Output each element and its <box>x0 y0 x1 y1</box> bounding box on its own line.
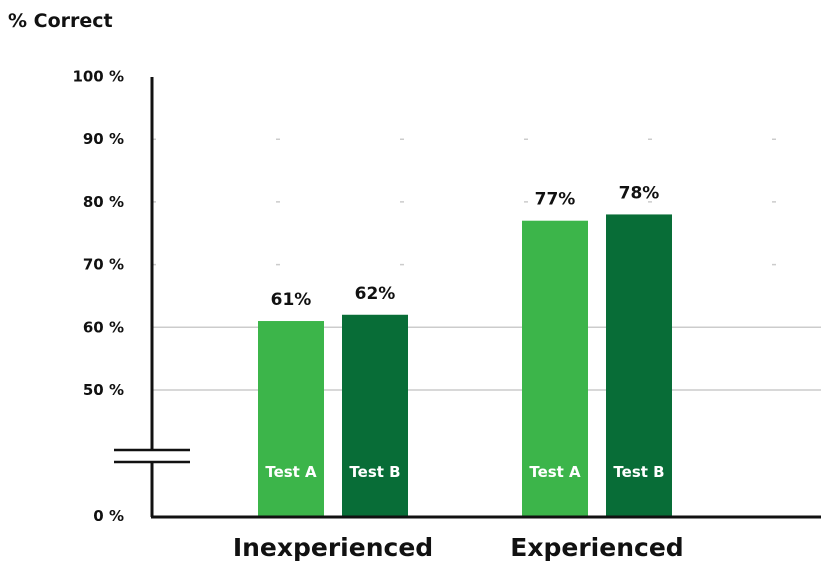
y-tick-label: 50 % <box>83 381 124 399</box>
y-axis-ticks: 0 % 50 % 60 % 70 % 80 % 90 % 100 % <box>72 68 124 526</box>
axes <box>114 77 821 519</box>
bar <box>258 321 324 516</box>
bar-series-label: Test A <box>265 463 317 481</box>
bar-series-label: Test B <box>349 463 400 481</box>
x-axis-categories: Inexperienced Experienced <box>233 533 684 562</box>
y-tick-label: 80 % <box>83 193 124 211</box>
bar <box>606 214 672 516</box>
y-tick-label: 100 % <box>72 68 124 86</box>
data-label: 77% <box>535 190 576 210</box>
y-tick-label: 0 % <box>93 507 124 525</box>
data-label: 78% <box>619 183 660 203</box>
bar-series-label: Test B <box>613 463 664 481</box>
x-category-label: Inexperienced <box>233 533 433 562</box>
gridlines <box>152 138 821 391</box>
y-tick-label: 90 % <box>83 130 124 148</box>
bar-series-label: Test A <box>529 463 581 481</box>
data-label: 61% <box>271 290 312 310</box>
x-category-label: Experienced <box>510 533 683 562</box>
y-tick-label: 60 % <box>83 318 124 336</box>
bar <box>522 220 588 516</box>
bars <box>258 214 672 516</box>
chart-title: % Correct <box>8 10 113 32</box>
data-label: 62% <box>355 284 396 304</box>
y-tick-label: 70 % <box>83 256 124 274</box>
data-labels: 61% Test A 62% Test B 77% Test A 78% Test B <box>265 183 664 481</box>
axis-break-gap <box>148 450 156 462</box>
bar <box>342 314 408 516</box>
